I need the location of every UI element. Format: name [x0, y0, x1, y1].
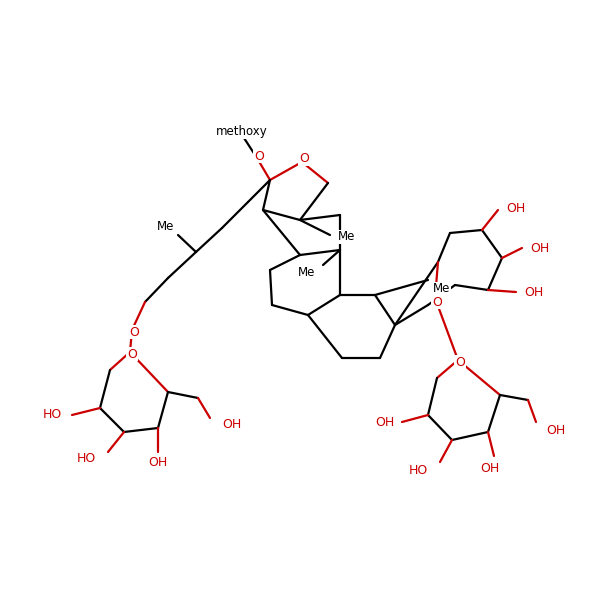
Text: OH: OH — [375, 415, 394, 428]
Text: OH: OH — [481, 461, 500, 475]
Text: Me: Me — [338, 230, 355, 244]
Text: OH: OH — [546, 424, 565, 437]
Text: HO: HO — [409, 463, 428, 476]
Text: Me: Me — [433, 283, 451, 295]
Text: OH: OH — [530, 241, 549, 254]
Text: OH: OH — [148, 455, 167, 469]
Text: Me: Me — [157, 220, 174, 233]
Text: Me: Me — [298, 266, 315, 280]
Text: O: O — [299, 152, 309, 166]
Text: HO: HO — [43, 409, 62, 421]
Text: OH: OH — [222, 418, 241, 431]
Text: HO: HO — [77, 451, 96, 464]
Text: OH: OH — [524, 286, 543, 298]
Text: OH: OH — [506, 202, 525, 214]
Text: O: O — [127, 347, 137, 361]
Text: methoxy: methoxy — [216, 125, 268, 139]
Text: O: O — [432, 295, 442, 308]
Text: O: O — [129, 325, 139, 338]
Text: O: O — [254, 149, 264, 163]
Text: O: O — [455, 355, 465, 368]
